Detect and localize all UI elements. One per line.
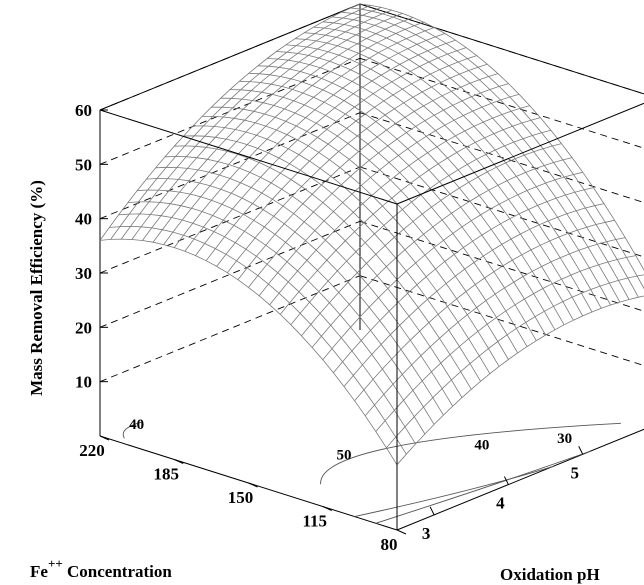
mesh-line-ph	[350, 7, 644, 290]
z-tick-label: 50	[75, 155, 92, 174]
axis-box-front	[99, 102, 644, 530]
mesh-line-ph	[332, 16, 630, 300]
x-tick-mark	[99, 435, 110, 441]
mesh-line-ph	[220, 97, 519, 354]
floor-edge-ph	[396, 428, 644, 531]
gridline-left-wall	[99, 3, 361, 111]
z-tick-label: 20	[75, 318, 92, 337]
mesh-line-ph	[174, 145, 472, 390]
mesh-line-ph	[109, 225, 407, 455]
x-tick-label: 150	[228, 488, 254, 507]
mesh-line-ph	[341, 11, 639, 298]
mesh-line-fe	[386, 274, 644, 449]
tick-labels: 60 50 40 30 20 10 220 185 150 115 80 3 4 5	[75, 101, 584, 554]
gridline-right-wall	[359, 112, 644, 204]
mesh-line-ph	[359, 3, 644, 271]
mesh-line-fe	[354, 219, 615, 402]
mesh-line-ph	[294, 38, 593, 313]
z-tick-label: 10	[75, 373, 92, 392]
x-tick-mark	[248, 482, 258, 488]
gridline-right-wall	[359, 3, 644, 95]
x-tick-mark	[322, 506, 332, 511]
mesh-line-ph	[248, 73, 546, 336]
y-tick-label: 3	[422, 524, 431, 543]
mesh-line-ph	[322, 21, 621, 303]
contour-line-40	[122, 421, 142, 439]
y-tick-mark	[503, 476, 509, 485]
y-tick-label: 5	[570, 463, 579, 482]
contour-label-50: 50	[337, 447, 352, 463]
mesh-line-fe	[120, 7, 382, 240]
mesh-line-ph	[99, 238, 398, 466]
mesh-line-ph	[229, 89, 528, 347]
mesh-line-ph	[192, 125, 491, 374]
gridline-right-wall	[359, 220, 644, 312]
x-tick-label: 115	[302, 512, 327, 531]
z-tick-label: 40	[75, 210, 92, 229]
z-axis-title: Mass Removal Efficiency (%)	[27, 180, 46, 396]
contour-label-30: 30	[557, 431, 572, 447]
front-top-edge-ph	[396, 102, 644, 205]
contour-line-50	[320, 422, 621, 485]
mesh-line-fe	[396, 295, 644, 466]
mesh-line-ph	[146, 178, 444, 416]
y-axis-title: Oxidation pH	[500, 565, 600, 584]
gridline-left-wall	[99, 166, 361, 274]
mesh-line-fe	[142, 13, 403, 241]
front-top-edge-fe	[99, 109, 398, 205]
mesh-line-fe	[343, 203, 605, 387]
x-axis-title-base: Fe	[30, 562, 48, 581]
mesh-line-ph	[276, 51, 574, 321]
z-tick-label: 60	[75, 101, 92, 120]
x-tick-mark	[174, 459, 184, 464]
x-axis-title: Fe++ Concentration	[30, 556, 172, 581]
x-axis-title-rest: Concentration	[63, 562, 173, 581]
contour-label-40: 40	[129, 417, 144, 433]
floor-contours: 50 40 40 30	[122, 417, 621, 524]
y-tick-mark	[429, 506, 435, 516]
mesh-line-ph	[137, 189, 435, 425]
x-tick-label: 80	[381, 535, 398, 554]
mesh-line-ph	[313, 26, 611, 306]
y-tick-label: 4	[496, 494, 505, 513]
response-surface-mesh	[99, 3, 644, 466]
gridline-right-wall	[359, 57, 644, 149]
contour-line-40	[354, 465, 554, 518]
mesh-line-ph	[155, 166, 454, 407]
x-tick-mark	[396, 529, 407, 535]
mesh-line-fe	[364, 237, 626, 417]
z-tick-label: 30	[75, 264, 92, 283]
mesh-line-ph	[118, 213, 416, 445]
mesh-line-ph	[211, 106, 509, 360]
mesh-line-ph	[202, 116, 500, 367]
gridline-left-wall	[99, 57, 361, 165]
mesh-line-ph	[285, 44, 584, 317]
axis-box-back	[99, 3, 644, 531]
x-tick-label: 185	[154, 465, 180, 484]
mesh-line-ph	[164, 156, 463, 398]
contour-label-40: 40	[474, 437, 489, 453]
gridline-left-wall	[99, 275, 361, 383]
x-tick-label: 220	[79, 441, 105, 460]
y-tick-mark	[578, 446, 584, 455]
mesh-line-ph	[304, 32, 602, 309]
mesh-line-ph	[239, 80, 537, 341]
mesh-line-ph	[257, 65, 556, 330]
gridline-left-wall	[99, 220, 361, 328]
contour-line-30	[375, 450, 591, 524]
mesh-line-ph	[127, 201, 426, 435]
mesh-line-ph	[267, 58, 565, 325]
x-axis-title-superscript: ++	[48, 556, 63, 571]
mesh-line-ph	[183, 135, 481, 382]
gridline-left-wall	[99, 112, 361, 220]
